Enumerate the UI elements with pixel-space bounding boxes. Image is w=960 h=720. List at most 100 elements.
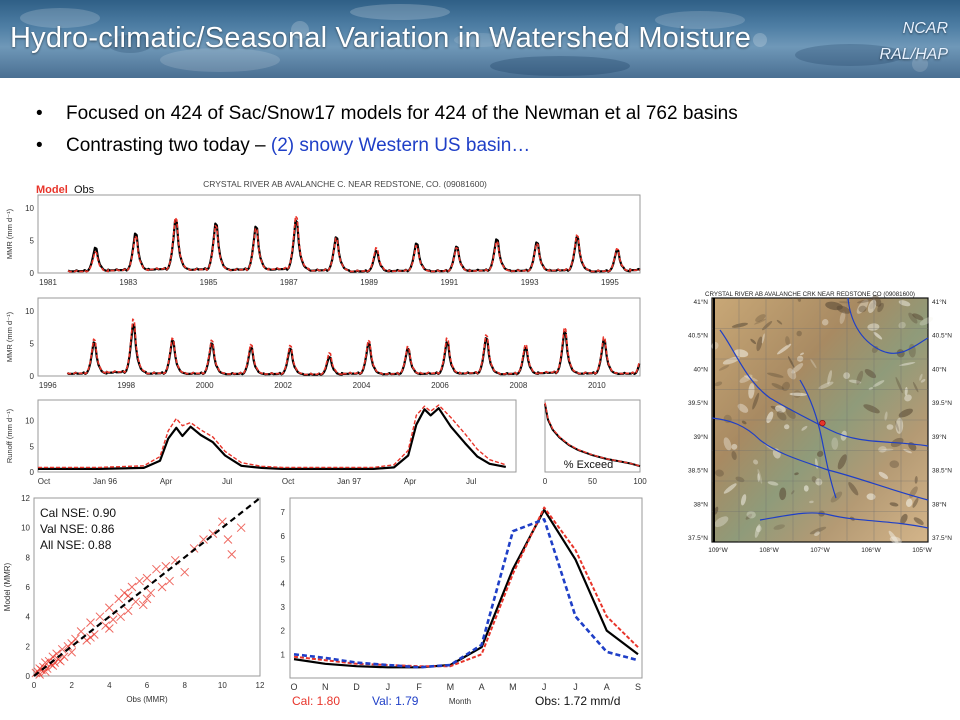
terrain-relief [772,448,781,459]
ts2-model-line [67,318,641,376]
terrain-relief [755,314,766,322]
scatter-point [114,594,124,604]
scatter-point [48,652,58,662]
seasonal-xtick: J [573,682,578,692]
terrain-relief [776,319,783,325]
scatter-point [35,664,45,673]
ts2-xtick: 1998 [117,381,135,390]
ts1-plot-frame [37,194,641,274]
terrain-relief [830,491,843,503]
scatter-ytick: 8 [26,553,31,562]
scatter-point [39,662,48,672]
terrain-relief [890,437,904,448]
terrain-relief [873,331,883,340]
map-lon-label: 107°W [810,546,830,554]
scatter-ylabel: Model (MMR) [3,562,12,611]
seasonal-xtick: A [604,682,610,692]
seasonal-xtick: F [416,682,422,692]
scatter-point [95,612,105,622]
scatter-point [59,652,69,662]
seasonal-ytick: 6 [281,532,286,541]
map-lat-label-left: 39°N [693,433,708,441]
map-river [799,379,837,499]
terrain-relief [752,392,760,410]
scatter-ytick: 4 [26,613,31,622]
ts1-xtick: 1983 [119,278,137,287]
terrain-relief [784,424,790,430]
terrain-relief [899,362,916,366]
scatter-point [54,655,63,665]
scatter-point [146,588,156,598]
terrain-relief [843,372,850,379]
scatter-point [76,627,86,636]
scatter-point [180,567,190,577]
terrain-relief [898,321,906,329]
terrain-relief [771,383,785,390]
terrain-relief [745,513,753,520]
terrain-relief [796,355,804,362]
scatter-stat: All NSE: 0.88 [40,538,112,552]
terrain-relief [785,408,796,419]
map-lat-label-right: 41°N [932,298,947,306]
ts2-ytick: 10 [25,307,34,316]
terrain-relief [872,294,882,307]
bullet-item: Contrasting two today – (2) snowy Wester… [36,130,936,162]
scatter-point [86,618,95,627]
terrain-relief [903,448,912,454]
terrain-relief [889,536,902,544]
scatter-xtick: 12 [256,681,265,690]
scatter-point [227,550,237,559]
terrain-relief [723,437,732,451]
scatter-point [57,644,67,654]
terrain-relief [879,448,894,452]
terrain-relief [739,374,753,383]
seasonal-obs-line [293,508,639,669]
terrain-relief [757,468,763,484]
scatter-point [135,576,144,586]
terrain-relief [787,368,797,380]
map-lat-label-right: 38°N [932,500,947,508]
terrain-relief [909,486,918,498]
ts1-xtick: 1981 [39,278,57,287]
ts1-ylabel: MMR (mm d⁻¹) [5,208,14,259]
bullet-item: Focused on 424 of Sac/Snow17 models for … [36,98,936,130]
terrain-relief [896,349,905,358]
scatter-point [142,594,152,604]
map-river [847,297,929,354]
terrain-relief [889,502,899,507]
scatter-point [50,658,60,668]
ts1-model-line [67,215,641,273]
map-terrain [711,297,929,543]
ts1-xtick: 1991 [440,278,458,287]
scatter-ytick: 6 [26,583,31,592]
scatter-point [217,517,227,527]
scatter-point [33,667,43,676]
terrain-relief [731,322,748,328]
scatter-point [142,573,152,583]
terrain-relief [803,485,809,492]
terrain-relief [856,299,869,314]
seasonal-obs-label: Obs: 1.72 mm/d [535,694,620,708]
terrain-relief [767,481,779,486]
map-river [711,417,929,501]
terrain-relief [770,405,783,412]
terrain-relief [848,481,859,496]
ts1-xtick: 1993 [521,278,539,287]
scatter-ytick: 10 [21,524,30,533]
scatter-xtick: 10 [218,681,227,690]
terrain-relief [884,411,888,421]
terrain-relief [809,526,827,535]
scatter-point [44,656,54,666]
scatter-point [116,612,125,622]
terrain-relief [743,375,758,382]
title-banner: Hydro-climatic/Seasonal Variation in Wat… [0,0,960,78]
terrain-relief [787,356,795,368]
scatter-point [131,597,141,607]
map-lat-label-left: 40°N [693,365,708,373]
seasonal-xtick: A [479,682,485,692]
scatter-xtick: 2 [69,681,74,690]
terrain-relief [762,320,773,331]
scatter-point [52,649,61,659]
terrain-relief [877,302,884,313]
map-lat-label-right: 39°N [932,433,947,441]
